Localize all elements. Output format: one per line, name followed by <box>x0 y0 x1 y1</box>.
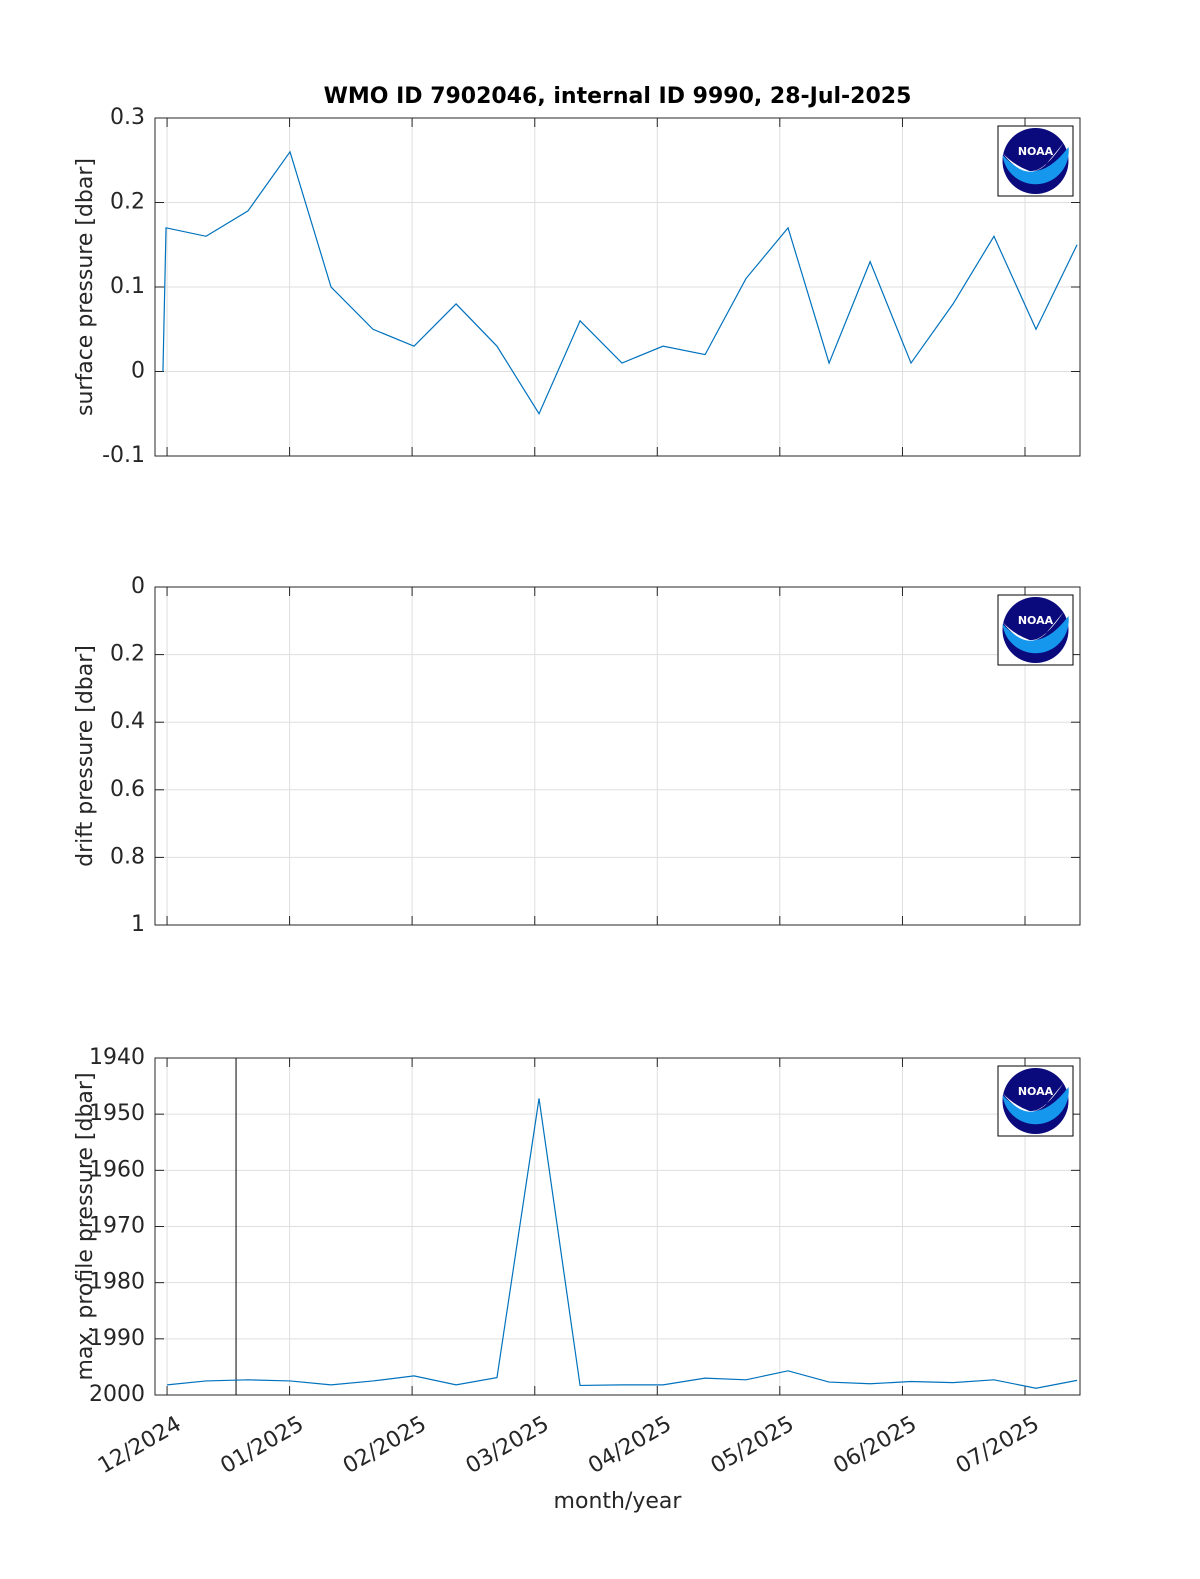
axes: -0.1 0 0.1 0.2 0.3 surface pressure [dbar] WMO… <box>73 84 1081 468</box>
y-tick-label: 0.2 <box>110 190 145 215</box>
data-line <box>166 1098 1078 1389</box>
y-tick-label: 0.1 <box>110 274 145 299</box>
y-tick-label: 1990 <box>89 1326 145 1351</box>
axes: 0 0.2 0.4 0.6 0.8 1 drift pressure [dbar] <box>73 574 1081 937</box>
y-tick-label: 1950 <box>89 1101 145 1126</box>
logo-bottom <box>1002 147 1069 185</box>
y-tick-label: 1940 <box>89 1045 145 1070</box>
noaa-logo: NOAA <box>997 594 1074 666</box>
chart-title: WMO ID 7902046, internal ID 9990, 28-Jul… <box>324 84 912 109</box>
y-tick-label: 0 <box>131 359 145 384</box>
y-tick-label: 0 <box>131 574 145 599</box>
y-tick-label: 0.3 <box>110 105 145 130</box>
x-axis-label: month/year <box>554 1489 683 1514</box>
y-axis-label: surface pressure [dbar] <box>73 158 98 416</box>
logo-text: NOAA <box>1018 1085 1054 1098</box>
logo-bottom <box>1002 1087 1069 1125</box>
y-axis-label: max. profile pressure [dbar] <box>73 1072 98 1380</box>
logo-text: NOAA <box>1018 145 1054 158</box>
y-tick-label: 1970 <box>89 1214 145 1239</box>
y-tick-label: 1 <box>131 912 145 937</box>
y-tick-label: -0.1 <box>102 443 145 468</box>
logo-bottom <box>1002 616 1069 654</box>
axes-box <box>154 586 1081 926</box>
noaa-logo: NOAA <box>997 1065 1074 1137</box>
y-tick-label: 2000 <box>89 1382 145 1407</box>
axes-box <box>154 117 1081 457</box>
y-tick-label: 0.4 <box>110 709 145 734</box>
data-line <box>162 150 1078 416</box>
plot-area <box>155 587 1080 925</box>
y-axis-label: drift pressure [dbar] <box>73 645 98 867</box>
y-tick-label: 1980 <box>89 1270 145 1295</box>
y-tick-label: 0.6 <box>110 777 145 802</box>
logo-text: NOAA <box>1018 614 1054 627</box>
y-tick-label: 1960 <box>89 1157 145 1182</box>
axes-box <box>154 1057 1081 1396</box>
y-tick-label: 0.8 <box>110 844 145 869</box>
y-tick-label: 0.2 <box>110 642 145 667</box>
noaa-logo: NOAA <box>997 125 1074 197</box>
